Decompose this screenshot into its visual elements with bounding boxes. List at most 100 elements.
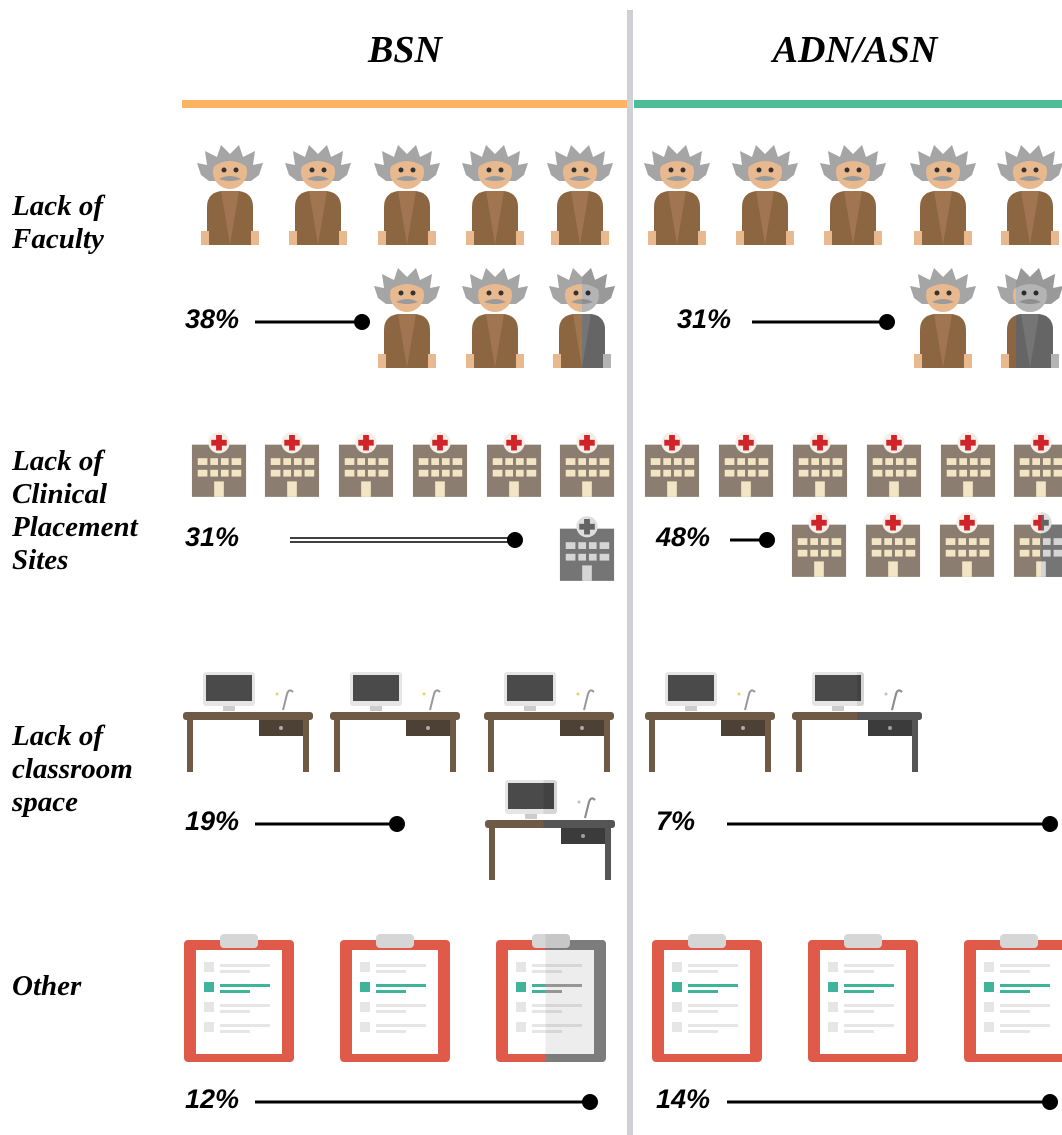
icon: [792, 432, 848, 497]
percent-label: 7%: [656, 806, 695, 836]
icon: [462, 268, 528, 368]
prof-icon: [547, 145, 613, 245]
hosp-icon: [644, 432, 700, 497]
icon: [1013, 512, 1062, 577]
leader-dot: [879, 314, 895, 330]
icon: [940, 432, 996, 497]
percent-label: 12%: [185, 1084, 239, 1114]
prof-icon: [732, 145, 798, 245]
clip-icon: [964, 934, 1062, 1062]
icon: [652, 934, 762, 1062]
icon: [820, 145, 886, 245]
icon: [964, 934, 1062, 1062]
icon: [910, 268, 976, 368]
desk-icon: [330, 672, 460, 772]
icon: [338, 432, 394, 497]
hosp-icon: [865, 512, 921, 577]
leader-dot: [759, 532, 775, 548]
icon: [496, 934, 606, 1062]
icon: [486, 432, 542, 497]
hosp-icon: [559, 432, 615, 497]
hosp-icon: [412, 432, 468, 497]
percent-label: 19%: [185, 806, 239, 836]
row-label: Placement: [11, 511, 139, 543]
clip-icon: [808, 934, 918, 1062]
prof-icon: [644, 145, 710, 245]
prof-icon: [374, 268, 440, 368]
hosp-icon: [718, 432, 774, 497]
hosp-icon: [792, 432, 848, 497]
adn-bar: [634, 100, 1062, 108]
icon: [997, 145, 1062, 245]
percent-label: 48%: [655, 522, 710, 552]
icon: [732, 145, 798, 245]
icon: [808, 934, 918, 1062]
prof-icon: [997, 145, 1062, 245]
leader-dot: [1042, 1094, 1058, 1110]
prof-icon: [197, 145, 263, 245]
prof-icon: [462, 268, 528, 368]
icon: [559, 516, 615, 581]
hosp-icon: [338, 432, 394, 497]
icon: [374, 145, 440, 245]
desk-icon: [645, 672, 775, 772]
leader-dot: [354, 314, 370, 330]
desk-icon: [183, 672, 313, 772]
prof-icon: [285, 145, 351, 245]
leader-dot: [582, 1094, 598, 1110]
icon: [910, 145, 976, 245]
icon: [191, 432, 247, 497]
icon: [184, 934, 294, 1062]
clip-icon: [184, 934, 294, 1062]
icon: [485, 780, 615, 880]
icon: [939, 512, 995, 577]
hosp-icon: [866, 432, 922, 497]
hosp-icon-grey: [559, 516, 615, 581]
prof-icon: [462, 145, 528, 245]
column-header: ADN/ASN: [771, 29, 939, 71]
icon: [197, 145, 263, 245]
clip-icon: [652, 934, 762, 1062]
row-label: Sites: [12, 544, 68, 576]
icon: [644, 145, 710, 245]
icon: [645, 672, 775, 772]
percent-label: 38%: [185, 304, 239, 334]
row-label: Other: [12, 970, 82, 1002]
icon: [1013, 432, 1062, 497]
prof-icon: [820, 145, 886, 245]
icon: [412, 432, 468, 497]
row-label: space: [11, 786, 78, 818]
icon: [865, 512, 921, 577]
icon: [462, 145, 528, 245]
icon: [644, 432, 700, 497]
icon: [791, 512, 847, 577]
icon: [549, 268, 615, 368]
icon: [997, 268, 1062, 368]
hosp-icon: [191, 432, 247, 497]
desk-icon-grey: [857, 672, 922, 772]
percent-label: 14%: [656, 1084, 710, 1114]
row-label: Lack of: [11, 445, 106, 477]
clip-icon: [340, 934, 450, 1062]
hosp-icon: [264, 432, 320, 497]
prof-icon: [910, 268, 976, 368]
icon: [330, 672, 460, 772]
icon: [547, 145, 613, 245]
bsn-bar: [182, 100, 627, 108]
icon: [792, 672, 922, 772]
icon: [183, 672, 313, 772]
hosp-icon: [486, 432, 542, 497]
hosp-icon: [791, 512, 847, 577]
icon: [559, 432, 615, 497]
hosp-icon: [940, 432, 996, 497]
prof-icon: [910, 145, 976, 245]
hosp-icon: [939, 512, 995, 577]
icon: [340, 934, 450, 1062]
row-label: Lack of: [11, 190, 106, 222]
row-label: Lack of: [11, 720, 106, 752]
leader-dot: [389, 816, 405, 832]
leader-dot: [507, 532, 523, 548]
percent-label: 31%: [677, 304, 731, 334]
column-header: BSN: [367, 29, 443, 71]
